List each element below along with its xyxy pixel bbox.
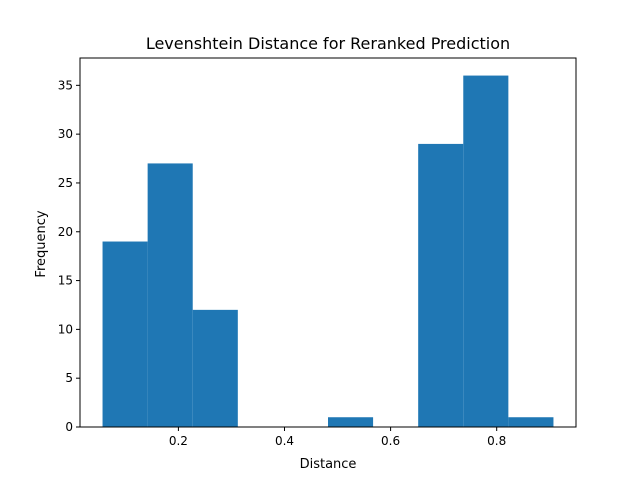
y-tick-label: 0: [65, 420, 73, 434]
histogram-bar-10: [508, 417, 554, 427]
x-axis-ticks: 0.2 0.4 0.6 0.8: [169, 427, 506, 448]
plot-frame: [79, 57, 577, 428]
histogram-bar-1: [102, 241, 148, 427]
x-axis-label: Distance: [300, 457, 357, 472]
bars-group: [102, 75, 554, 428]
x-tick-label: 0.8: [487, 434, 506, 448]
y-tick-label: 10: [58, 322, 73, 336]
y-axis-ticks: 0 5 10 15 20 25 30 35: [58, 78, 80, 434]
histogram-bar-3: [192, 309, 238, 427]
y-tick-label: 15: [58, 274, 73, 288]
x-tick-label: 0.2: [169, 434, 188, 448]
chart-title: Levenshtein Distance for Reranked Predic…: [146, 34, 510, 53]
x-tick-label: 0.6: [381, 434, 400, 448]
histogram-bar-6: [328, 417, 374, 427]
y-tick-label: 35: [58, 78, 73, 92]
histogram-bar-9: [463, 75, 509, 428]
x-tick-label: 0.4: [275, 434, 294, 448]
histogram-bar-2: [147, 163, 193, 427]
y-tick-label: 20: [58, 225, 73, 239]
y-axis-label: Frequency: [34, 210, 49, 277]
y-tick-label: 5: [65, 371, 73, 385]
histogram-bar-8: [418, 143, 464, 427]
y-tick-label: 25: [58, 176, 73, 190]
y-tick-label: 30: [58, 127, 73, 141]
